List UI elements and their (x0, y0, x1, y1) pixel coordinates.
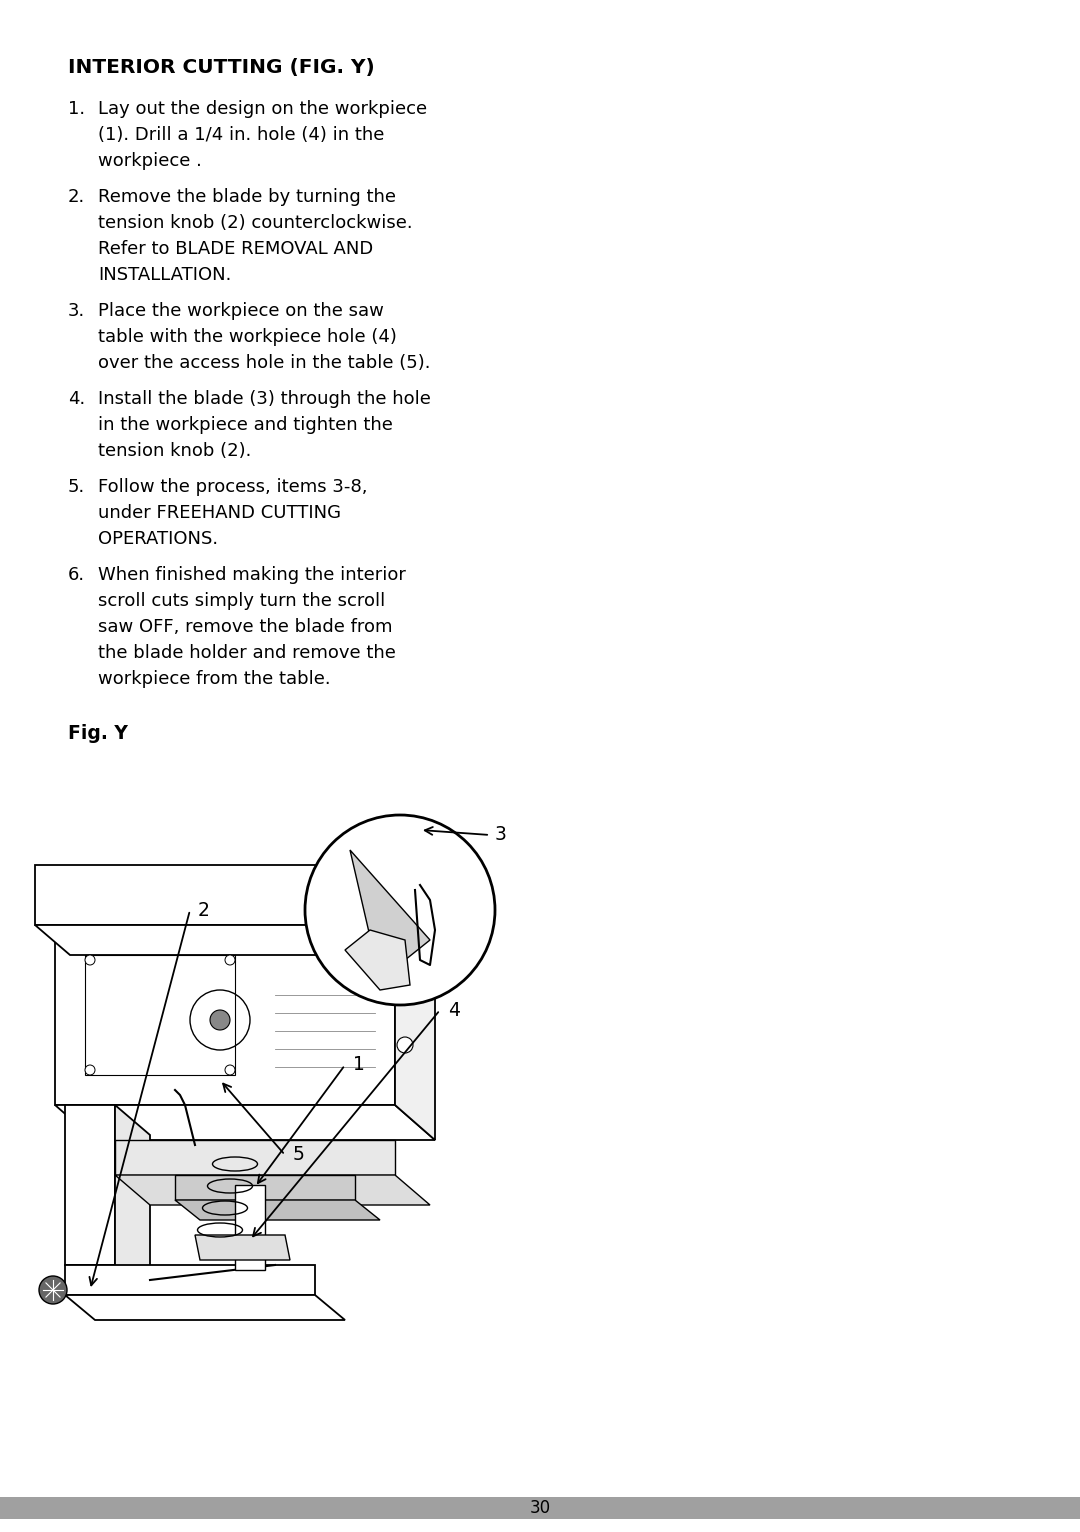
Text: 4: 4 (448, 1000, 460, 1019)
Text: 1: 1 (353, 1056, 365, 1074)
Polygon shape (395, 925, 435, 1140)
Polygon shape (65, 1105, 114, 1265)
Text: 6.: 6. (68, 565, 85, 584)
Text: INTERIOR CUTTING (FIG. Y): INTERIOR CUTTING (FIG. Y) (68, 58, 375, 77)
Polygon shape (350, 850, 430, 980)
Circle shape (210, 1010, 230, 1030)
Polygon shape (415, 866, 450, 954)
Text: over the access hole in the table (5).: over the access hole in the table (5). (98, 354, 431, 372)
Polygon shape (175, 1175, 355, 1200)
Text: the blade holder and remove the: the blade holder and remove the (98, 643, 396, 662)
Text: Install the blade (3) through the hole: Install the blade (3) through the hole (98, 391, 431, 408)
Circle shape (190, 990, 249, 1049)
Text: Place the workpiece on the saw: Place the workpiece on the saw (98, 302, 383, 320)
Text: Lay out the design on the workpiece: Lay out the design on the workpiece (98, 100, 427, 118)
Circle shape (39, 1276, 67, 1304)
Polygon shape (65, 1295, 345, 1321)
Polygon shape (65, 1265, 315, 1295)
Circle shape (397, 1037, 413, 1052)
Text: tension knob (2).: tension knob (2). (98, 443, 252, 460)
Text: 3: 3 (495, 826, 507, 844)
Text: Refer to BLADE REMOVAL AND: Refer to BLADE REMOVAL AND (98, 241, 374, 257)
Text: Follow the process, items 3-8,: Follow the process, items 3-8, (98, 478, 367, 496)
Text: scroll cuts simply turn the scroll: scroll cuts simply turn the scroll (98, 591, 386, 610)
Bar (0, 1497, 1080, 1520)
Circle shape (225, 954, 235, 965)
Text: 2.: 2. (68, 188, 85, 205)
Text: 1.: 1. (68, 100, 85, 118)
Text: under FREEHAND CUTTING: under FREEHAND CUTTING (98, 504, 341, 522)
Text: 5: 5 (293, 1146, 305, 1164)
Polygon shape (65, 1265, 150, 1295)
Polygon shape (114, 1175, 430, 1206)
Text: in the workpiece and tighten the: in the workpiece and tighten the (98, 417, 393, 434)
Polygon shape (35, 866, 415, 925)
Text: OPERATIONS.: OPERATIONS. (98, 530, 218, 548)
Circle shape (225, 1065, 235, 1075)
Polygon shape (114, 1140, 395, 1175)
Text: When finished making the interior: When finished making the interior (98, 565, 406, 584)
Polygon shape (195, 1235, 291, 1259)
Text: INSTALLATION.: INSTALLATION. (98, 267, 231, 283)
Text: saw OFF, remove the blade from: saw OFF, remove the blade from (98, 617, 392, 636)
Polygon shape (235, 1184, 265, 1270)
Text: 3.: 3. (68, 302, 85, 320)
Polygon shape (175, 1200, 380, 1219)
Text: (1). Drill a 1/4 in. hole (4) in the: (1). Drill a 1/4 in. hole (4) in the (98, 126, 384, 144)
Text: 5.: 5. (68, 478, 85, 496)
Text: tension knob (2) counterclockwise.: tension knob (2) counterclockwise. (98, 214, 413, 231)
Circle shape (397, 977, 413, 993)
Text: Remove the blade by turning the: Remove the blade by turning the (98, 188, 396, 205)
Polygon shape (345, 930, 410, 990)
Circle shape (85, 954, 95, 965)
Text: 4.: 4. (68, 391, 85, 408)
Polygon shape (55, 1105, 435, 1140)
Text: Fig. Y: Fig. Y (68, 725, 127, 743)
Text: 2: 2 (198, 901, 210, 919)
Polygon shape (55, 925, 395, 1105)
Polygon shape (114, 1105, 150, 1295)
Text: workpiece from the table.: workpiece from the table. (98, 669, 330, 688)
Text: 30: 30 (529, 1498, 551, 1517)
Circle shape (305, 815, 495, 1005)
Text: table with the workpiece hole (4): table with the workpiece hole (4) (98, 328, 396, 346)
Text: workpiece .: workpiece . (98, 152, 202, 170)
Circle shape (85, 1065, 95, 1075)
Polygon shape (35, 925, 450, 954)
